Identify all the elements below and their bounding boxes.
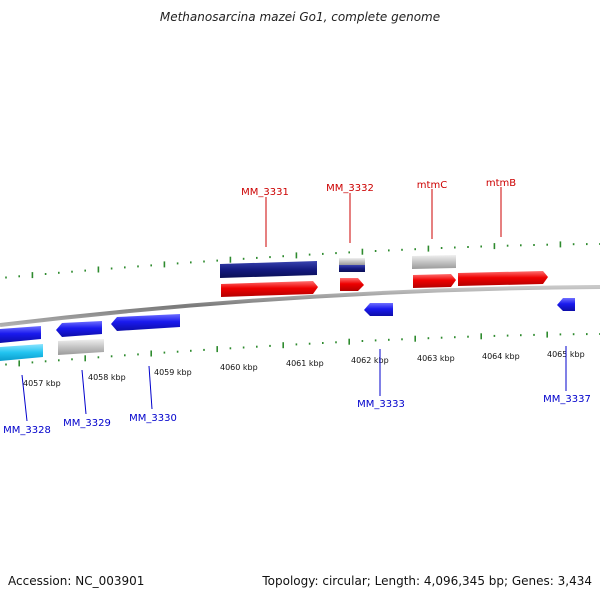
gene-feature-mm3332[interactable] xyxy=(339,258,365,265)
scale-label: 4061 kbp xyxy=(286,359,324,368)
scale-ticks-lower xyxy=(5,331,600,367)
scale-label: 4060 kbp xyxy=(220,363,258,372)
scale-label: 4058 kbp xyxy=(88,373,126,382)
cds-arrow-mm3331[interactable] xyxy=(221,281,318,297)
forward-gene-labels: MM_3331 MM_3332 mtmC mtmB xyxy=(241,178,516,247)
genome-backbone xyxy=(0,285,600,327)
cds-arrow-mm3337[interactable] xyxy=(557,298,575,311)
gene-feature-mm3332-b[interactable] xyxy=(339,265,365,272)
cds-arrow-mm3332[interactable] xyxy=(340,278,364,291)
gene-label-mtmb[interactable]: mtmB xyxy=(486,178,516,189)
gene-label-mtmc[interactable]: mtmC xyxy=(417,180,447,191)
cds-arrow-mm3329[interactable] xyxy=(56,321,102,337)
scale-label: 4059 kbp xyxy=(154,368,192,377)
genome-title: Methanosarcina mazei Go1, complete genom… xyxy=(159,10,441,24)
leader-line xyxy=(148,365,153,410)
cds-arrow-mm3328[interactable] xyxy=(0,326,41,343)
scale-label: 4057 kbp xyxy=(23,379,61,388)
genome-summary-text: Topology: circular; Length: 4,096,345 bp… xyxy=(262,574,592,588)
cds-arrow-mm3330[interactable] xyxy=(111,314,180,331)
reverse-gene-labels: MM_3328 MM_3329 MM_3330 MM_3333 MM_3337 xyxy=(3,346,591,436)
gene-label-mm3329[interactable]: MM_3329 xyxy=(63,418,111,429)
scale-labels: 4057 kbp 4058 kbp 4059 kbp 4060 kbp 4061… xyxy=(23,350,585,388)
gene-feature-mm3329[interactable] xyxy=(58,339,104,355)
gene-feature-mm3331[interactable] xyxy=(220,261,317,278)
gene-label-mm3330[interactable]: MM_3330 xyxy=(129,413,177,424)
gene-feature-mm3328[interactable] xyxy=(0,344,43,361)
gene-label-mm3331[interactable]: MM_3331 xyxy=(241,187,289,198)
gene-label-mm3332[interactable]: MM_3332 xyxy=(326,183,374,194)
scale-label: 4063 kbp xyxy=(417,354,455,363)
scale-label: 4064 kbp xyxy=(482,352,520,361)
accession-text: Accession: NC_003901 xyxy=(8,574,145,588)
leader-line xyxy=(81,369,87,415)
cds-arrow-mtmc[interactable] xyxy=(413,274,456,288)
leader-line xyxy=(21,374,28,422)
scale-ticks-upper xyxy=(5,241,600,279)
scale-label: 4062 kbp xyxy=(351,356,389,365)
gene-feature-mtmc[interactable] xyxy=(412,255,456,269)
gene-label-mm3337[interactable]: MM_3337 xyxy=(543,394,591,405)
gene-label-mm3333[interactable]: MM_3333 xyxy=(357,399,405,410)
cds-arrow-mtmb[interactable] xyxy=(458,271,548,286)
gene-label-mm3328[interactable]: MM_3328 xyxy=(3,425,51,436)
cds-arrow-mm3333[interactable] xyxy=(364,303,393,316)
